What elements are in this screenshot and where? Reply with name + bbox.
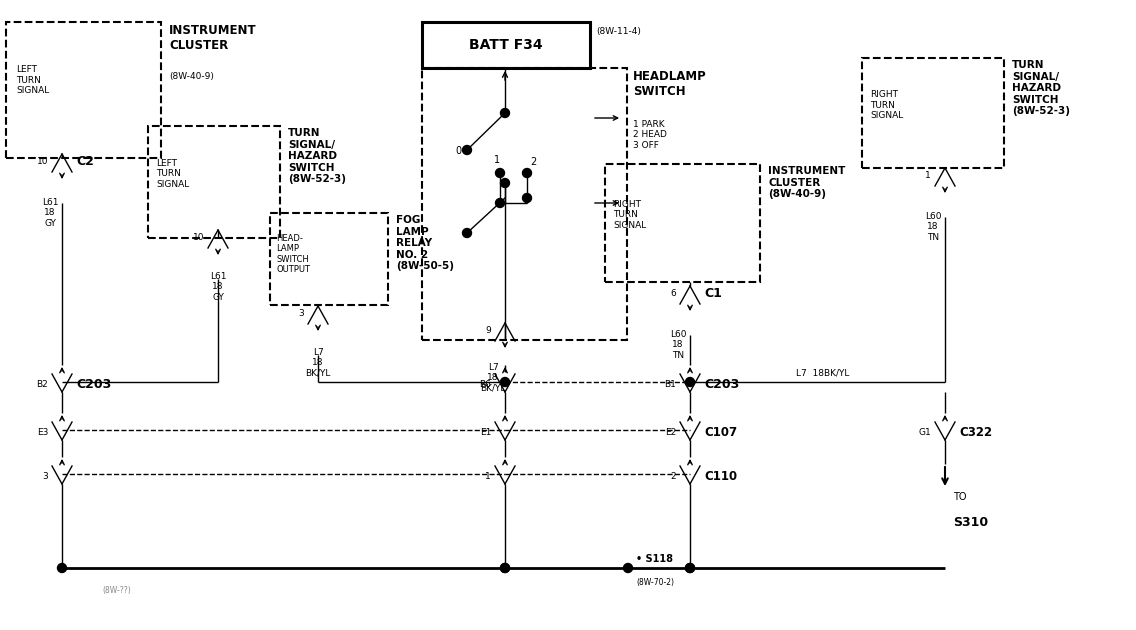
Circle shape (501, 563, 510, 573)
Text: 10: 10 (192, 233, 204, 242)
Text: B1: B1 (665, 380, 676, 389)
Text: LEFT
TURN
SIGNAL: LEFT TURN SIGNAL (156, 159, 190, 189)
Text: HEAD-
LAMP
SWITCH
OUTPUT: HEAD- LAMP SWITCH OUTPUT (276, 234, 310, 274)
Text: L7
18
BK/YL: L7 18 BK/YL (306, 348, 331, 378)
Text: L61
18
GY: L61 18 GY (42, 198, 58, 228)
Text: C2: C2 (76, 155, 94, 168)
Text: 2: 2 (531, 157, 536, 167)
Circle shape (495, 168, 504, 178)
Text: 1: 1 (494, 155, 500, 165)
Text: C110: C110 (704, 470, 737, 483)
Circle shape (523, 168, 532, 178)
Text: 6: 6 (670, 289, 676, 298)
Circle shape (58, 563, 67, 573)
Circle shape (523, 193, 532, 202)
Circle shape (501, 178, 510, 188)
Text: • S118: • S118 (636, 554, 673, 564)
Text: 9: 9 (485, 326, 491, 335)
Bar (862, 58, 1004, 168)
Text: TURN
SIGNAL/
HAZARD
SWITCH
(8W-52-3): TURN SIGNAL/ HAZARD SWITCH (8W-52-3) (1012, 60, 1070, 117)
Text: HEADLAMP
SWITCH: HEADLAMP SWITCH (633, 70, 707, 98)
Text: BATT F34: BATT F34 (469, 38, 543, 52)
Text: (8W-??): (8W-??) (102, 586, 132, 595)
Text: 0: 0 (454, 146, 461, 156)
Circle shape (462, 146, 471, 154)
Text: 1: 1 (485, 472, 491, 481)
Text: FOG
LAMP
RELAY
NO. 2
(8W-50-5): FOG LAMP RELAY NO. 2 (8W-50-5) (396, 215, 454, 272)
Text: C1: C1 (704, 287, 721, 300)
Text: E1: E1 (479, 428, 491, 437)
Text: (8W-70-2): (8W-70-2) (636, 578, 674, 587)
Text: INSTRUMENT
CLUSTER: INSTRUMENT CLUSTER (169, 24, 257, 52)
Text: L7
18
BK/YL: L7 18 BK/YL (481, 363, 506, 392)
Circle shape (685, 563, 694, 573)
Circle shape (624, 563, 633, 573)
Text: C322: C322 (959, 426, 992, 439)
Text: L7  18BK/YL: L7 18BK/YL (796, 369, 850, 378)
Circle shape (462, 229, 471, 238)
Text: B2: B2 (36, 380, 48, 389)
Text: TURN
SIGNAL/
HAZARD
SWITCH
(8W-52-3): TURN SIGNAL/ HAZARD SWITCH (8W-52-3) (289, 128, 346, 185)
Text: 2: 2 (670, 472, 676, 481)
Text: INSTRUMENT
CLUSTER
(8W-40-9): INSTRUMENT CLUSTER (8W-40-9) (768, 166, 845, 199)
Text: L60
18
TN: L60 18 TN (670, 330, 686, 360)
Text: RIGHT
TURN
SIGNAL: RIGHT TURN SIGNAL (870, 90, 903, 120)
Circle shape (501, 563, 510, 573)
Text: TO: TO (953, 492, 967, 502)
Text: E3: E3 (36, 428, 48, 437)
Bar (270, 213, 389, 305)
Text: 1: 1 (925, 171, 932, 180)
Bar (148, 126, 279, 238)
Text: RIGHT
TURN
SIGNAL: RIGHT TURN SIGNAL (613, 200, 646, 230)
Circle shape (495, 198, 504, 207)
Text: LEFT
TURN
SIGNAL: LEFT TURN SIGNAL (16, 65, 49, 95)
Text: C107: C107 (704, 426, 737, 439)
Text: B6: B6 (479, 380, 491, 389)
Text: L60
18
TN: L60 18 TN (925, 212, 942, 242)
Circle shape (685, 377, 694, 386)
Circle shape (501, 377, 510, 386)
Text: C203: C203 (704, 378, 740, 391)
Text: 10: 10 (36, 157, 48, 166)
Circle shape (685, 563, 694, 573)
Text: 3: 3 (299, 309, 304, 318)
Text: 3: 3 (42, 472, 48, 481)
Text: C203: C203 (76, 378, 111, 391)
Text: E2: E2 (665, 428, 676, 437)
Text: L61
18
GY: L61 18 GY (210, 272, 226, 302)
Text: G1: G1 (918, 428, 932, 437)
Bar (421, 22, 590, 68)
Text: (8W-11-4): (8W-11-4) (596, 27, 641, 36)
Text: S310: S310 (953, 516, 988, 529)
Circle shape (501, 108, 510, 118)
Bar (421, 68, 627, 340)
Text: (8W-40-9): (8W-40-9) (169, 72, 214, 81)
Bar (6, 22, 161, 158)
Bar (605, 164, 760, 282)
Text: 1 PARK
2 HEAD
3 OFF: 1 PARK 2 HEAD 3 OFF (633, 120, 667, 150)
